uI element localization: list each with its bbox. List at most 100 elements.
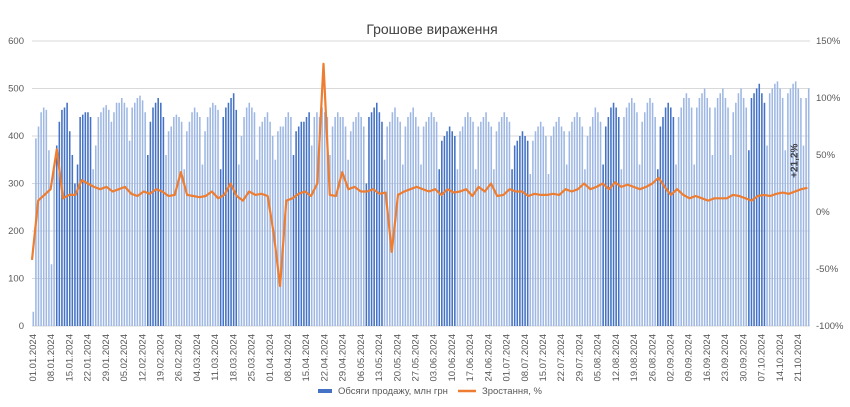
sales-bar <box>175 114 178 326</box>
sales-bar <box>131 107 133 326</box>
sales-bar <box>222 117 225 326</box>
sales-bar <box>633 102 636 326</box>
sales-bar <box>167 131 170 326</box>
sales-bar <box>81 114 84 326</box>
y-left-tick-label: 400 <box>8 131 24 142</box>
sales-bar <box>277 131 279 326</box>
x-tick-label: 22.07.2024 <box>556 334 567 382</box>
sales-bar <box>303 121 305 326</box>
sales-bar <box>461 126 464 326</box>
x-tick-label: 11.03.2024 <box>210 334 221 381</box>
sales-bar <box>680 107 682 326</box>
sales-bar <box>630 98 633 326</box>
sales-bar <box>219 169 222 326</box>
sales-bar <box>610 107 612 326</box>
sales-bar <box>768 93 771 326</box>
sales-bar <box>664 107 667 326</box>
y-right-tick-label: 0% <box>816 207 830 218</box>
sales-bar <box>290 117 292 326</box>
sales-bar <box>256 159 258 326</box>
sales-bar <box>696 107 698 326</box>
sales-bar <box>781 98 784 326</box>
y-right-tick-label: -50% <box>816 264 839 275</box>
sales-bar <box>141 100 144 326</box>
y-right-tick-label: -100% <box>816 321 844 332</box>
sales-bar <box>415 117 417 326</box>
sales-bar <box>212 102 214 326</box>
x-tick-label: 07.10.2024 <box>757 334 768 382</box>
sales-bar <box>573 117 576 326</box>
sales-bar <box>40 112 42 326</box>
x-tick-label: 02.09.2024 <box>665 334 676 382</box>
sales-bar <box>365 183 368 326</box>
sales-bar <box>225 107 227 326</box>
sales-bar <box>571 121 573 326</box>
sales-bar <box>347 159 349 326</box>
sales-bar <box>802 145 805 326</box>
sales-bar <box>638 164 641 326</box>
sales-bar <box>180 121 183 326</box>
y-left-tick-label: 200 <box>8 226 24 237</box>
sales-bar <box>727 107 729 326</box>
y-right-tick-label: 100% <box>816 93 841 104</box>
sales-bar <box>227 102 230 326</box>
sales-bar <box>204 131 206 326</box>
sales-bar <box>480 121 482 326</box>
x-tick-label: 01.01.2024 <box>28 334 39 382</box>
x-tick-label: 13.05.2024 <box>374 334 385 382</box>
sales-bar <box>670 107 672 326</box>
sales-bar <box>766 145 768 326</box>
sales-bar <box>310 145 313 326</box>
sales-bar <box>524 136 526 326</box>
sales-bar <box>589 126 591 326</box>
x-tick-label: 26.08.2024 <box>647 334 658 382</box>
sales-bar <box>521 131 524 326</box>
sales-bar <box>50 264 53 326</box>
sales-bar <box>349 131 352 326</box>
x-tick-label: 18.03.2024 <box>228 334 239 382</box>
sales-bar <box>396 117 399 326</box>
sales-bar <box>597 112 599 326</box>
sales-bar <box>105 105 107 326</box>
sales-bar <box>719 93 722 326</box>
x-tick-label: 10.06.2024 <box>447 334 458 382</box>
y-left-tick-label: 300 <box>8 179 24 190</box>
sales-bar <box>526 140 529 326</box>
sales-bar <box>545 136 547 326</box>
sales-bar <box>191 112 193 326</box>
sales-bar <box>126 107 128 326</box>
sales-bar <box>657 169 659 326</box>
sales-bar <box>758 83 761 326</box>
sales-bar <box>532 140 534 326</box>
sales-bar <box>326 117 329 326</box>
sales-bar <box>578 117 581 326</box>
sales-bar <box>534 131 537 326</box>
x-tick-label: 29.04.2024 <box>338 334 349 382</box>
sales-bar <box>375 102 378 326</box>
sales-bar <box>235 109 238 326</box>
sales-bar <box>740 88 742 326</box>
sales-bar <box>123 102 126 326</box>
sales-bar <box>576 112 578 326</box>
sales-bar <box>266 112 269 326</box>
chart-title: Грошове вираження <box>366 21 497 37</box>
sales-bar <box>154 102 157 326</box>
x-tick-label: 12.02.2024 <box>137 334 148 382</box>
sales-bar <box>654 117 656 326</box>
sales-bar <box>662 117 664 326</box>
sales-bar <box>94 145 97 326</box>
sales-bar <box>334 117 336 326</box>
sales-bar <box>243 117 245 326</box>
x-tick-label: 08.01.2024 <box>46 334 57 382</box>
sales-bar <box>248 102 251 326</box>
x-tick-label: 04.03.2024 <box>192 334 203 382</box>
sales-bar <box>110 121 113 326</box>
left-axis: 0 100 200 300 400 500 600 <box>8 36 24 332</box>
sales-bar <box>188 121 191 326</box>
sales-bar <box>383 159 386 326</box>
sales-bar <box>89 117 92 326</box>
x-tick-label: 15.04.2024 <box>301 334 312 382</box>
sales-bar <box>735 102 737 326</box>
sales-bar <box>404 126 407 326</box>
